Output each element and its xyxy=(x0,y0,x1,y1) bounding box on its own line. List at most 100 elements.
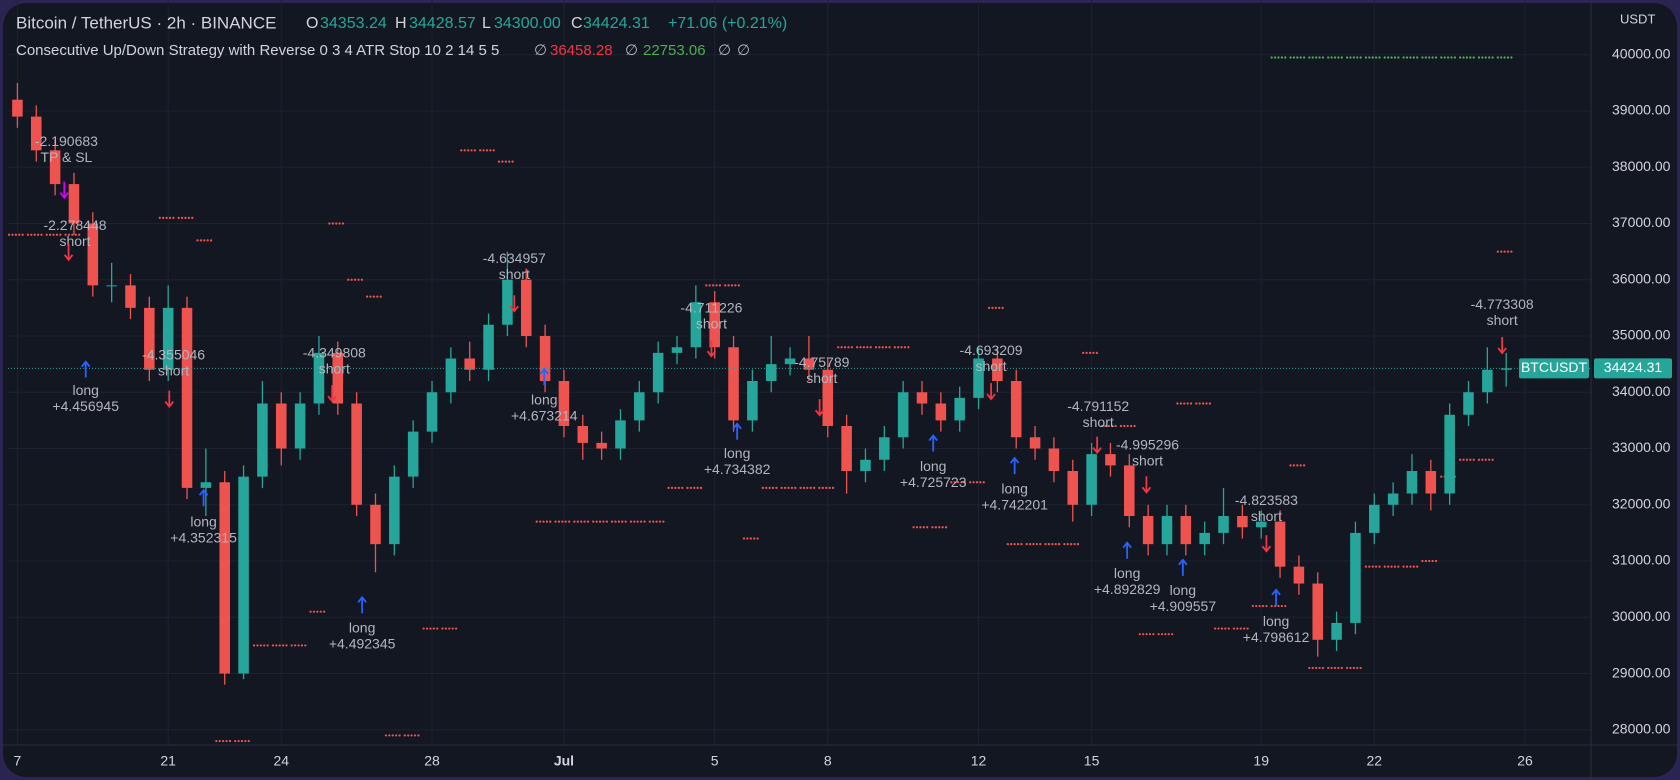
y-tick-label: 36000.00 xyxy=(1612,270,1671,286)
x-tick-label: 5 xyxy=(711,753,719,769)
trade-label: long xyxy=(724,445,750,461)
trade-arrow xyxy=(59,181,69,200)
candle-body xyxy=(313,352,325,404)
candle-body xyxy=(992,358,1003,382)
indicator-value: ∅ xyxy=(534,42,547,59)
trade-arrow xyxy=(1497,337,1507,355)
trade-label: short xyxy=(1132,452,1163,468)
candle-body xyxy=(954,397,965,421)
candle-body xyxy=(1255,521,1267,528)
chart-title: Bitcoin / TetherUS · 2h · BINANCE xyxy=(16,13,276,32)
candle-body xyxy=(87,223,99,286)
ohlc-key: H xyxy=(395,15,407,32)
candle-body xyxy=(294,403,306,449)
candle-body xyxy=(558,381,570,427)
candle-body xyxy=(351,403,362,505)
candle-body xyxy=(144,307,155,370)
candle-body xyxy=(445,358,457,393)
trade-label: -4.995296 xyxy=(1116,436,1179,452)
price-tag-text: 34424.31 xyxy=(1604,359,1663,375)
candle-body xyxy=(1142,516,1154,545)
trade-label: +4.734382 xyxy=(704,461,771,477)
y-tick-label: 39000.00 xyxy=(1612,102,1671,118)
candle-body xyxy=(125,285,136,308)
trade-label: long xyxy=(1170,582,1196,598)
candle-body xyxy=(935,403,947,421)
trade-label: short xyxy=(499,266,530,282)
axis-unit: USDT xyxy=(1620,11,1655,26)
trade-arrow xyxy=(706,340,717,358)
trade-label: long xyxy=(1114,565,1140,581)
candle-body xyxy=(1124,465,1135,517)
trade-label: short xyxy=(59,233,90,249)
trade-label: -4.823583 xyxy=(1235,492,1298,508)
y-tick-label: 35000.00 xyxy=(1612,327,1671,343)
x-tick-label: 22 xyxy=(1366,753,1382,769)
trade-label: -4.693209 xyxy=(960,342,1023,358)
candle-body xyxy=(879,437,890,460)
trade-arrow xyxy=(357,595,367,614)
indicator-value: 36458.28 xyxy=(550,42,613,59)
candle-body xyxy=(1293,566,1305,584)
x-tick-label: 26 xyxy=(1517,753,1533,769)
y-tick-label: 37000.00 xyxy=(1612,214,1671,230)
trade-label: short xyxy=(806,370,837,386)
trade-label: +4.909557 xyxy=(1150,598,1217,614)
candle-body xyxy=(1161,516,1173,545)
trade-arrow xyxy=(1092,436,1102,455)
candle-body xyxy=(1105,454,1116,466)
candle-body xyxy=(49,150,61,185)
y-tick-label: 34000.00 xyxy=(1612,383,1671,399)
indicator-title: Consecutive Up/Down Strategy with Revers… xyxy=(16,42,499,59)
trade-label: -4.355046 xyxy=(142,346,205,362)
candle-body xyxy=(1274,521,1286,567)
candle-body xyxy=(765,364,777,382)
candle-body xyxy=(1369,504,1380,533)
y-tick-label: 40000.00 xyxy=(1612,45,1671,61)
trade-arrow xyxy=(1009,456,1020,475)
candle-body xyxy=(1500,368,1512,370)
trade-label: -4.791152 xyxy=(1067,398,1129,414)
trade-arrow xyxy=(539,367,549,386)
candle-body xyxy=(841,426,852,472)
trade-label: short xyxy=(1083,414,1114,430)
candle-body xyxy=(502,279,513,325)
trade-label: short xyxy=(696,315,727,331)
candle-body xyxy=(1350,532,1361,623)
candle-body xyxy=(1237,516,1248,528)
candle-body xyxy=(238,476,249,674)
price-tag xyxy=(1594,358,1672,379)
candle-body xyxy=(200,482,212,488)
trade-label: long xyxy=(190,514,216,530)
trade-label: +4.725723 xyxy=(900,474,967,490)
symbol-tag-text: BTCUSDT xyxy=(1521,359,1588,375)
trade-arrow xyxy=(1178,558,1188,576)
candle-body xyxy=(822,369,834,427)
candle-body xyxy=(784,358,796,365)
candle-body xyxy=(181,307,193,488)
trade-arrow xyxy=(63,243,74,262)
trade-label: -4.773308 xyxy=(1471,296,1534,312)
candle-body xyxy=(916,392,928,404)
candle-body xyxy=(577,426,589,443)
trade-arrow xyxy=(1261,535,1272,553)
candle-body xyxy=(1029,437,1041,449)
trade-label: short xyxy=(976,358,1007,374)
trade-arrow xyxy=(814,399,825,417)
candle-body xyxy=(219,482,230,674)
candle-body xyxy=(1331,622,1342,640)
candle-body xyxy=(483,324,494,370)
candle-body xyxy=(1406,471,1418,494)
trade-label: +4.742201 xyxy=(981,496,1048,512)
candle-body xyxy=(897,392,909,438)
candle-body xyxy=(1218,516,1229,533)
trade-label: long xyxy=(349,620,375,636)
x-tick-label: Jul xyxy=(554,753,574,769)
trade-label: short xyxy=(158,362,189,378)
candle-body xyxy=(520,279,532,336)
candle-body xyxy=(426,392,438,432)
ohlc-value: 34353.24 xyxy=(320,15,387,32)
ohlc-key: C xyxy=(571,15,583,32)
